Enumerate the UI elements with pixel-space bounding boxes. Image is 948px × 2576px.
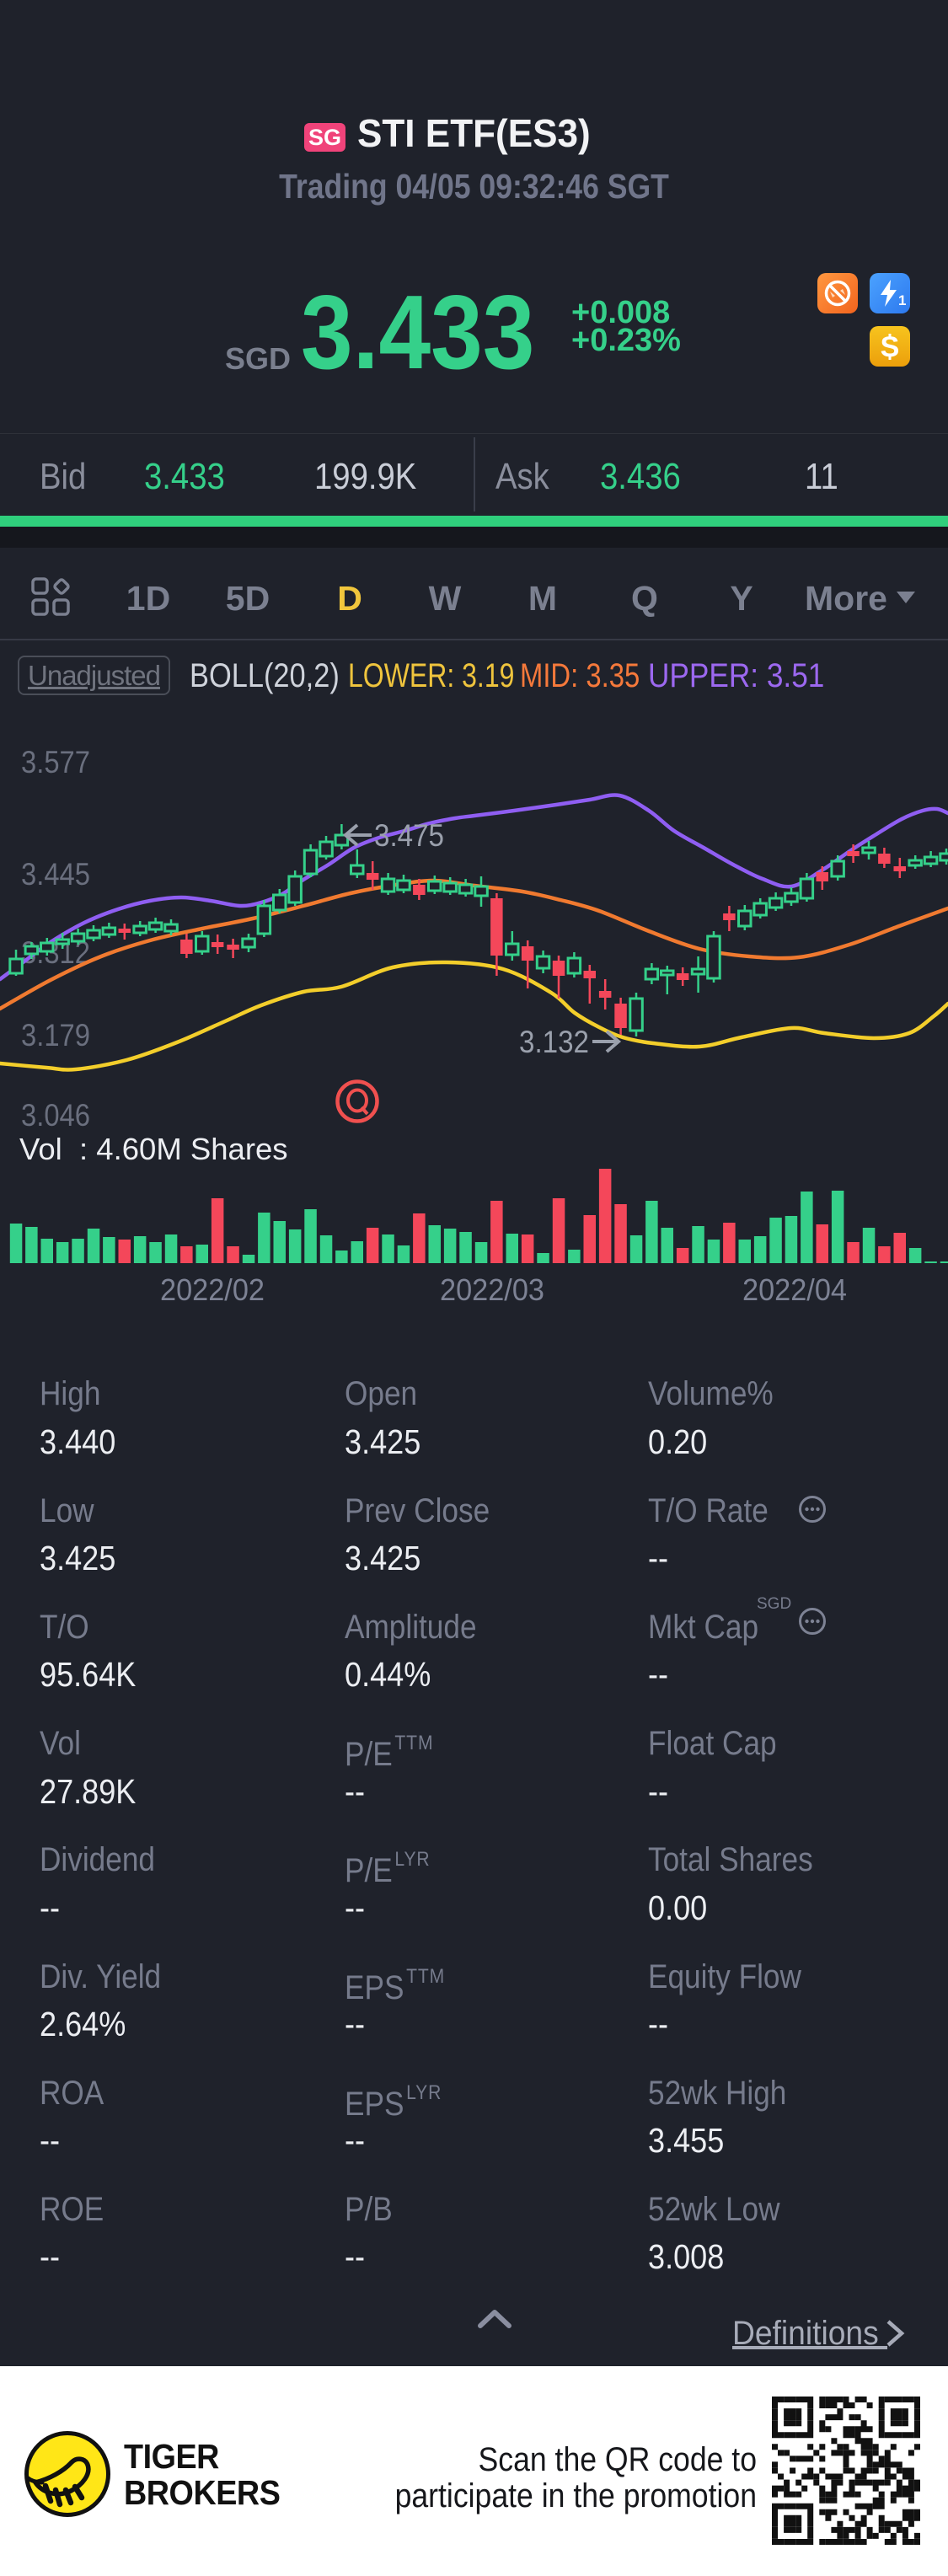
svg-text:2022/04: 2022/04 — [742, 1272, 847, 1307]
svg-text:3.179: 3.179 — [21, 1018, 90, 1052]
svg-text:2022/02: 2022/02 — [160, 1272, 265, 1307]
svg-text:1: 1 — [898, 292, 906, 308]
svg-text:3.445: 3.445 — [21, 857, 90, 892]
svg-text:S: S — [881, 331, 900, 363]
svg-text:2022/03: 2022/03 — [440, 1272, 544, 1307]
svg-text:3.132: 3.132 — [519, 1025, 589, 1059]
svg-text:Vol : 4.60M Shares: Vol : 4.60M Shares — [19, 1132, 288, 1166]
svg-text:3.046: 3.046 — [21, 1098, 90, 1133]
svg-text:3.475: 3.475 — [374, 818, 444, 853]
svg-text:3.577: 3.577 — [21, 745, 90, 779]
